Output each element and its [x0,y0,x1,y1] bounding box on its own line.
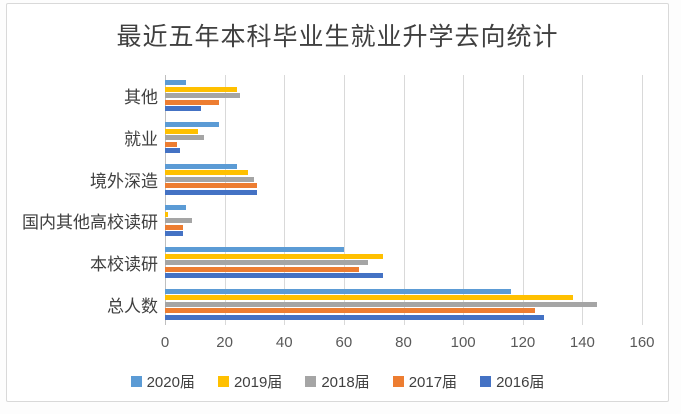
gridline [463,75,465,325]
legend-color-marker-2016届 [480,376,492,387]
gridline [284,75,286,325]
x-tick-label-40: 40 [275,334,293,351]
legend-item-2018届: 2018届 [305,371,370,392]
bar-2017届-就业 [165,141,177,147]
bar-2019届-总人数 [165,295,574,301]
bar-2018届-本校读研 [165,260,368,266]
gridline [522,75,524,325]
bar-2020届-总人数 [165,288,511,294]
legend-item-2017届: 2017届 [392,371,458,392]
bar-2020届-国内其他高校读研 [165,205,186,211]
category-row-就业 [165,117,642,159]
bar-2016届-总人数 [165,314,544,320]
bar-2016届-国内其他高校读研 [165,231,183,237]
category-label-就业: 就业 [124,130,158,149]
category-label-国内其他高校读研: 国内其他高校读研 [22,213,158,233]
bar-2020届-就业 [165,122,219,127]
category-label-本校读研: 本校读研 [90,255,158,275]
bar-2016届-境外深造 [165,189,258,195]
category-row-本校读研 [165,242,642,284]
gridline [582,75,584,325]
bar-2019届-境外深造 [165,170,249,176]
x-tick-label-60: 60 [335,334,353,351]
bar-2020届-本校读研 [165,247,344,253]
bar-2016届-就业 [165,148,180,153]
category-label-其他: 其他 [124,88,158,108]
category-axis-labels: 其他就业境外深造国内其他高校读研本校读研总人数 [7,75,158,325]
legend-label-2017届: 2017届 [408,374,458,391]
bar-2020届-其他 [165,80,186,86]
legend-color-marker-2018届 [305,376,317,387]
bar-2020届-境外深造 [165,163,237,169]
x-tick-label-20: 20 [216,334,233,351]
bar-2017届-国内其他高校读研 [165,224,183,230]
bar-2017届-其他 [165,99,219,105]
bar-2019届-就业 [165,128,198,134]
legend-label-2019届: 2019届 [233,374,283,391]
legend-color-marker-2017届 [392,376,404,387]
gridline [343,75,345,325]
legend-label-2016届: 2016届 [496,374,545,391]
category-row-总人数 [165,283,642,325]
bar-2016届-其他 [165,106,201,112]
legend-label-2020届: 2020届 [146,374,195,391]
legend-item-2019届: 2019届 [217,371,283,392]
bar-2019届-其他 [165,86,237,92]
bar-2018届-其他 [165,93,240,99]
category-label-总人数: 总人数 [107,296,158,316]
legend-item-2016届: 2016届 [480,371,544,392]
legend-label-2018届: 2018届 [321,374,370,391]
bar-2018届-境外深造 [165,176,255,182]
x-tick-label-120: 120 [510,334,536,351]
legend-item-2020届: 2020届 [130,371,195,392]
category-row-国内其他高校读研 [165,200,642,242]
gridline [403,75,405,325]
x-axis-tick-labels: 0 20 40 60 80 100 120 140 160 [161,334,655,354]
x-tick-label-100: 100 [450,334,476,351]
x-tick-label-80: 80 [395,334,412,351]
legend-color-marker-2019届 [217,376,229,387]
x-tick-label-160: 160 [629,334,655,351]
bar-2018届-总人数 [165,301,598,307]
legend: 2020届 2019届 2018届 2017届 2016届 [7,371,668,392]
bar-2019届-本校读研 [165,253,383,259]
category-axis-line [165,75,166,325]
bar-rows [165,75,642,325]
category-label-境外深造: 境外深造 [90,171,158,191]
category-row-境外深造 [165,158,642,200]
x-tick-label-0: 0 [160,334,170,351]
bar-2017届-本校读研 [165,266,359,272]
chart-title: 最近五年本科毕业生就业升学去向统计 [116,23,559,51]
gridline [642,75,643,325]
legend-color-marker-2020届 [130,376,142,387]
bar-2017届-总人数 [165,308,535,314]
bar-2016届-本校读研 [165,273,383,279]
bar-2018届-就业 [165,135,204,140]
category-row-其他 [165,75,642,117]
plot-area [165,75,643,325]
bar-2017届-境外深造 [165,183,258,189]
bar-2018届-国内其他高校读研 [165,218,192,224]
gridline [224,75,226,325]
bar-2019届-国内其他高校读研 [165,211,168,217]
chart-container: 最近五年本科毕业生就业升学去向统计 其他就业境外深造国内其他高校读研本校读研总人… [6,3,669,402]
x-tick-label-140: 140 [569,334,595,351]
